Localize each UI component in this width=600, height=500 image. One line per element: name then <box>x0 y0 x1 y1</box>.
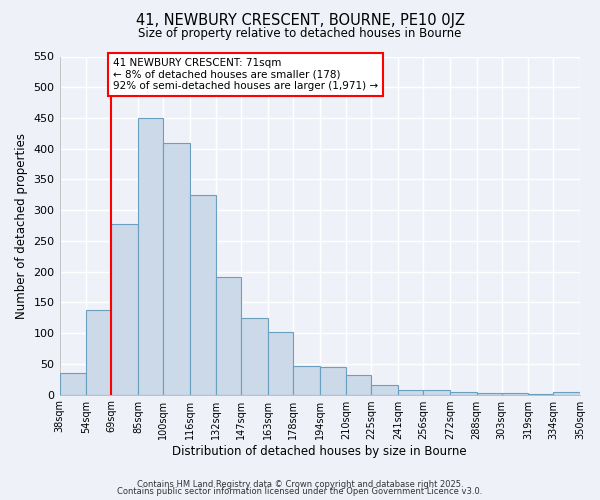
Bar <box>86 310 111 394</box>
Text: Contains HM Land Registry data © Crown copyright and database right 2025.: Contains HM Land Registry data © Crown c… <box>137 480 463 489</box>
Bar <box>59 373 86 394</box>
Bar <box>241 318 268 394</box>
Bar <box>450 392 476 394</box>
Bar <box>217 276 241 394</box>
Text: Contains public sector information licensed under the Open Government Licence v3: Contains public sector information licen… <box>118 488 482 496</box>
X-axis label: Distribution of detached houses by size in Bourne: Distribution of detached houses by size … <box>172 444 467 458</box>
Text: 41, NEWBURY CRESCENT, BOURNE, PE10 0JZ: 41, NEWBURY CRESCENT, BOURNE, PE10 0JZ <box>136 12 464 28</box>
Bar <box>371 386 398 394</box>
Bar <box>398 390 423 394</box>
Y-axis label: Number of detached properties: Number of detached properties <box>15 132 28 318</box>
Bar <box>163 142 190 394</box>
Bar <box>346 375 371 394</box>
Bar <box>111 224 138 394</box>
Bar <box>320 367 346 394</box>
Text: Size of property relative to detached houses in Bourne: Size of property relative to detached ho… <box>139 28 461 40</box>
Bar <box>423 390 450 394</box>
Bar <box>190 195 217 394</box>
Bar <box>138 118 163 394</box>
Text: 41 NEWBURY CRESCENT: 71sqm
← 8% of detached houses are smaller (178)
92% of semi: 41 NEWBURY CRESCENT: 71sqm ← 8% of detac… <box>113 58 378 91</box>
Bar <box>268 332 293 394</box>
Bar <box>476 392 502 394</box>
Bar <box>293 366 320 394</box>
Bar <box>553 392 580 394</box>
